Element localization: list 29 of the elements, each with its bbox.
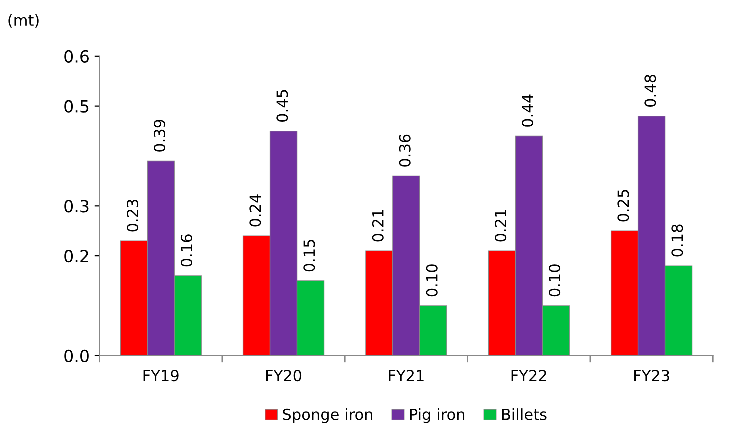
data-label: 0.25 [618, 190, 630, 222]
x-tick-label: FY23 [634, 370, 670, 382]
y-axis-title: (mt) [8, 14, 39, 28]
data-label: 0.10 [548, 264, 561, 297]
x-tick-label: FY19 [144, 370, 179, 382]
data-label: 0.45 [276, 90, 288, 122]
data-label: 0.36 [399, 134, 411, 167]
y-tick-label: 0.5 [64, 100, 89, 113]
data-label: 0.10 [426, 264, 438, 297]
x-tick-label: FY22 [512, 370, 546, 382]
data-label: 0.16 [180, 234, 193, 267]
x-tick-label: FY20 [266, 370, 302, 382]
y-tick-label: 0.0 [64, 350, 89, 362]
data-label: 0.24 [250, 194, 262, 227]
legend-label: Sponge iron [283, 408, 372, 424]
data-label: 0.44 [522, 94, 534, 127]
data-label: 0.23 [126, 200, 139, 232]
y-tick-label: 0.3 [64, 200, 89, 213]
data-label: 0.39 [154, 120, 166, 152]
x-tick-label: FY21 [389, 370, 424, 382]
legend-label: Billets [502, 408, 547, 420]
data-label: 0.48 [644, 75, 656, 107]
y-tick-label: 0.2 [64, 250, 88, 263]
data-label: 0.15 [304, 240, 316, 272]
data-label: 0.21 [372, 210, 384, 242]
legend-label: Pig iron [410, 408, 465, 424]
data-label: 0.18 [672, 224, 684, 257]
data-label: 0.21 [495, 210, 507, 242]
y-tick-label: 0.6 [64, 50, 89, 63]
